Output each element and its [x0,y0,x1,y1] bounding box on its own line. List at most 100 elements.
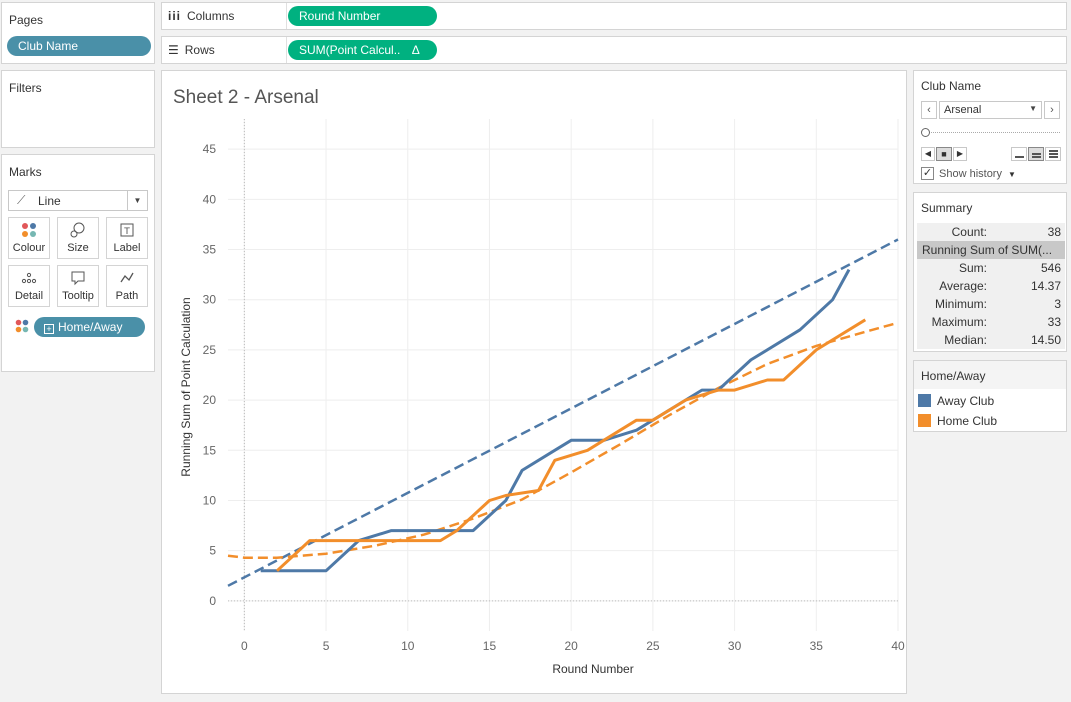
y-tick-label: 20 [203,393,217,407]
y-tick-label: 30 [203,293,217,307]
detail-label: Detail [14,290,44,302]
x-tick-label: 25 [646,639,660,653]
series-line-home-club [275,318,867,572]
speed-slow-button[interactable] [1011,147,1027,161]
y-tick-label: 0 [209,594,216,608]
expand-icon: + [44,324,54,334]
summary-minimum-row: Minimum: 3 [917,295,1065,313]
club-select[interactable]: Arsenal ▼ [939,101,1042,119]
x-tick-label: 0 [241,639,248,653]
columns-icon: iii [168,9,182,23]
x-tick-label: 40 [891,639,905,653]
x-tick-label: 15 [483,639,497,653]
x-axis-title: Round Number [552,662,633,676]
home-away-legend-card: Home/Away Away Club Home Club [913,360,1067,432]
show-history-checkbox[interactable]: ✓ [921,167,934,180]
rows-pill-label: SUM(Point Calcul.. [299,43,401,57]
detail-icon [9,270,49,288]
x-tick-label: 5 [323,639,330,653]
label-icon: T [107,222,147,240]
club-name-page-pill[interactable]: Club Name [7,36,151,56]
mark-type-value: Line [38,194,61,208]
rows-divider [286,37,287,63]
club-name-filter-title: Club Name [921,79,982,93]
summary-median-row: Median: 14.50 [917,331,1065,349]
point-calculation-pill[interactable]: SUM(Point Calcul.. Δ [288,40,437,60]
sheet-title: Sheet 2 - Arsenal [173,87,319,108]
slider-thumb[interactable] [921,128,930,137]
colour-button[interactable]: Colour [8,217,50,259]
summary-sum-row: Sum: 546 [917,259,1065,277]
chart-view: Sheet 2 - Arsenal 0 5 10 15 20 25 30 35 40 0 5 10 15… [161,70,907,694]
label-button[interactable]: T Label [106,217,148,259]
y-tick-label: 25 [203,343,217,357]
y-tick-label: 40 [203,192,217,206]
x-tick-label: 20 [564,639,578,653]
y-tick-label: 45 [203,142,217,156]
page-slider[interactable] [921,128,1060,137]
line-chart[interactable]: 0 5 10 15 20 25 30 35 40 0 5 10 15 20 25 30 35 40 45 Round … [162,71,906,693]
y-axis-title: Running Sum of Point Calculation [179,297,193,476]
pages-title: Pages [9,13,44,27]
rows-shelf[interactable]: ☰ Rows SUM(Point Calcul.. Δ [161,36,1067,64]
show-history-dropdown-icon[interactable]: ▼ [1008,170,1016,179]
detail-button[interactable]: Detail [8,265,50,307]
chevron-down-icon: ▼ [127,191,147,210]
legend-label-home: Home Club [937,414,998,428]
club-select-value: Arsenal [944,104,982,116]
x-tick-label: 10 [401,639,415,653]
path-button[interactable]: Path [106,265,148,307]
trend-line-home-club [227,321,899,559]
y-tick-label: 35 [203,243,217,257]
summary-card: Summary Count: 38 Running Sum of SUM(... … [913,192,1067,352]
show-history-label[interactable]: Show history [939,168,1002,180]
summary-count-row: Count: 38 [917,223,1065,241]
tooltip-button[interactable]: Tooltip [57,265,99,307]
prev-page-button[interactable]: ‹ [921,101,937,119]
columns-shelf-label: iii Columns [168,9,235,23]
play-forward-button[interactable]: ▶ [953,147,967,161]
next-page-button[interactable]: › [1044,101,1060,119]
mark-type-dropdown[interactable]: ⟋ Line ▼ [8,190,148,211]
colour-icon [9,222,49,240]
size-icon [58,222,98,240]
legend-title: Home/Away [921,369,986,383]
pages-card: Pages Club Name [1,2,155,64]
speed-medium-button[interactable] [1028,147,1044,161]
filters-card[interactable]: Filters [1,70,155,148]
label-label: Label [113,242,141,254]
series-line-away-club [260,268,851,573]
legend-item-home-club[interactable]: Home Club [918,413,1064,429]
y-tick-label: 5 [209,544,216,558]
summary-title: Summary [921,201,973,215]
play-back-button[interactable]: ◀ [921,147,935,161]
legend-swatch-away [918,394,931,407]
summary-measure-row: Running Sum of SUM(... [917,241,1065,259]
colour-label: Colour [12,242,46,254]
stop-button[interactable]: ■ [936,147,952,161]
size-label: Size [67,242,89,254]
round-number-pill[interactable]: Round Number [288,6,437,26]
tooltip-label: Tooltip [62,290,94,302]
tooltip-icon [58,270,98,288]
x-tick-label: 30 [728,639,742,653]
trend-line-away-club [227,238,899,587]
marks-card: Marks ⟋ Line ▼ Colour Size T Label Detai… [1,154,155,372]
columns-shelf[interactable]: iii Columns Round Number [161,2,1067,30]
summary-average-row: Average: 14.37 [917,277,1065,295]
columns-divider [286,3,287,29]
home-away-pill-label: Home/Away [58,320,123,334]
size-button[interactable]: Size [57,217,99,259]
x-tick-label: 35 [810,639,824,653]
legend-label-away: Away Club [937,394,995,408]
svg-text:T: T [123,227,130,237]
rows-shelf-label: ☰ Rows [168,43,215,57]
path-icon [107,270,147,288]
colour-field-icon [15,319,29,336]
home-away-colour-pill[interactable]: + Home/Away [34,317,145,337]
legend-item-away-club[interactable]: Away Club [918,393,1064,409]
legend-header [914,361,1066,389]
chevron-down-icon: ▼ [1029,104,1037,113]
path-label: Path [115,290,139,302]
speed-fast-button[interactable] [1045,147,1061,161]
